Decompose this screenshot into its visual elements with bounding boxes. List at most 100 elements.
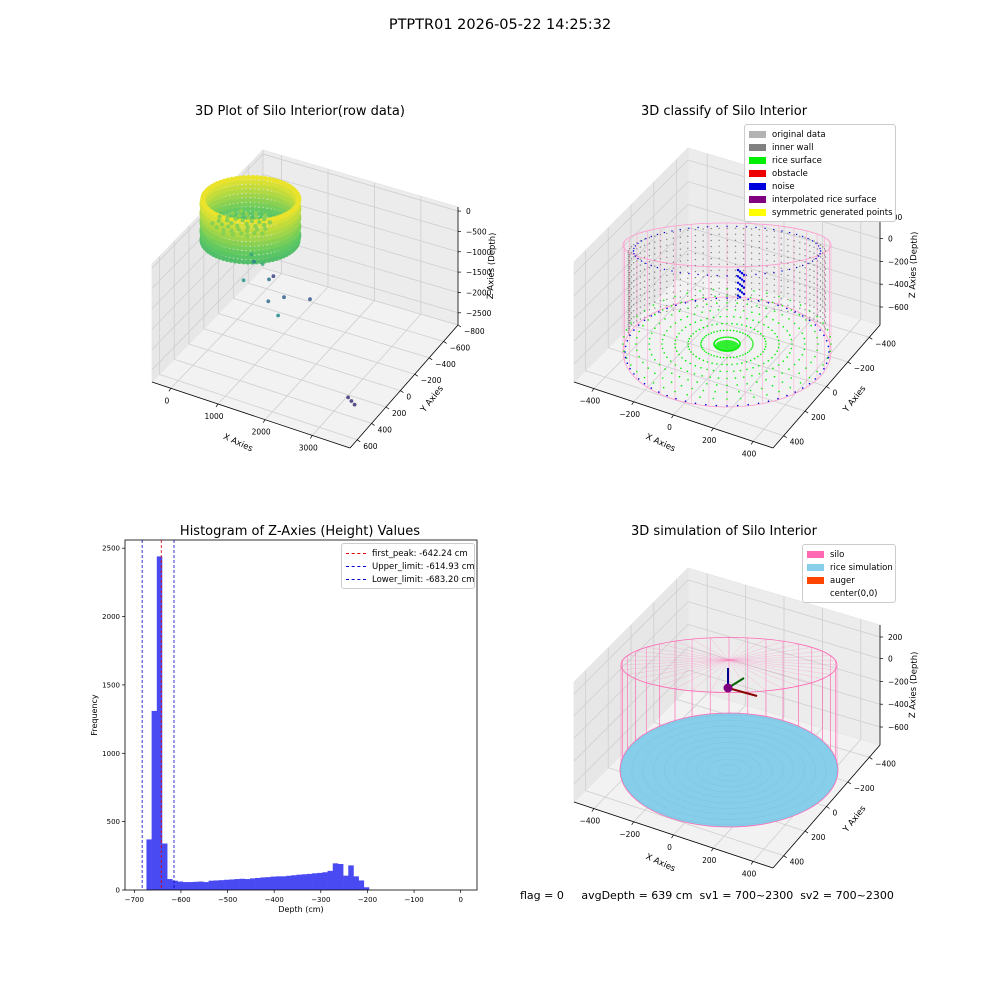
p2-wall-point [822, 324, 824, 326]
p2-rice-point [736, 330, 738, 333]
p1-cloud-point [221, 227, 226, 233]
p2-wall-point [627, 332, 630, 334]
p2-wall-point [679, 266, 682, 268]
p1-cloud-point [241, 193, 247, 199]
p2-wall-point [823, 290, 826, 292]
p2-wall-point [750, 252, 753, 254]
p2-wall-point [726, 263, 729, 265]
p2-noise-point [637, 257, 639, 260]
p2-wall-point [734, 257, 737, 259]
p2-wall-point [793, 294, 795, 296]
p2-wall-point [823, 320, 826, 322]
p2-wall-point [679, 296, 682, 298]
p2-wall-point [787, 298, 789, 301]
p2-rice-point [732, 337, 735, 339]
p2-noise-point [781, 230, 783, 232]
p1-cloud-point [237, 175, 243, 181]
p2-rice-point [733, 370, 735, 373]
p2-rice-point [706, 303, 708, 306]
p2-grid-line [687, 204, 881, 262]
p2-rice-point [719, 329, 722, 332]
p1-cloud-point [246, 201, 252, 208]
p2-wall-point [793, 240, 795, 242]
p4-legend-item: silo [807, 548, 891, 561]
p2-noise-point [795, 233, 798, 236]
p2-wall-point [734, 245, 737, 247]
p1-cloud-point [225, 214, 230, 219]
p2-wall-point [672, 267, 675, 269]
p2-rice-point [698, 357, 701, 360]
p2-wall-point [787, 286, 789, 289]
p3-x-tick-label: −500 [218, 896, 237, 904]
p2-wall-point [742, 233, 745, 236]
p4-x-tick [750, 861, 754, 865]
p2-rice-point [699, 290, 701, 292]
p2-rice-point [736, 363, 738, 365]
p2-wall-point [666, 238, 668, 241]
p2-wall-point [639, 264, 642, 266]
p2-wall-point [627, 302, 630, 304]
p2-rice-point [748, 350, 751, 352]
p2-wall-point [780, 291, 782, 293]
p2-wall-point [639, 276, 642, 278]
p2-wall-point [687, 277, 689, 279]
p2-wall-point [694, 264, 697, 267]
p1-z-tick-label: −500 [466, 227, 487, 236]
p2-wall-point [633, 280, 635, 282]
p1-cloud-point [232, 180, 238, 186]
p2-wall-point [636, 308, 638, 310]
p2-legend-label: inner wall [772, 142, 814, 153]
p2-rice-point [742, 354, 744, 356]
p2-wall-point [780, 237, 782, 239]
p2-rice-point [765, 315, 768, 318]
p1-z-tick-label: −1500 [466, 268, 492, 277]
p2-wall-point [630, 264, 633, 266]
p2-wall-point [819, 316, 822, 318]
p1-y-tick-label: 600 [363, 442, 378, 451]
p2-wall-point [823, 254, 826, 256]
p2-wall-point [636, 278, 638, 280]
p2-wall-point [816, 266, 819, 268]
p4-grid-line [687, 601, 881, 659]
p2-noise-point [823, 334, 825, 337]
p4-grid-line [573, 646, 689, 762]
p3-histogram-bar [353, 876, 359, 890]
p1-cloud-point [240, 218, 245, 223]
p2-wall-point [648, 255, 651, 257]
p2-rice-point [786, 356, 788, 359]
p2-rice-point [636, 370, 638, 373]
p2-rice-point [746, 368, 748, 371]
p2-rice-point [765, 378, 767, 381]
p2-wall-point [687, 247, 689, 249]
p2-rice-point [662, 299, 665, 302]
p1-cloud-point [249, 197, 255, 203]
p2-rice-point [739, 355, 741, 357]
p3-legend-line [346, 553, 366, 554]
p4-rice-mesh [718, 764, 740, 776]
p1-cloud-point [241, 245, 247, 251]
p2-rice-point [741, 362, 743, 364]
p2-wall-point [809, 256, 811, 259]
p2-rice-point [717, 309, 720, 311]
p1-cloud-point [258, 227, 265, 233]
p2-rice-point [674, 390, 676, 393]
p1-cloud-point [262, 180, 268, 186]
p2-rice-point [746, 303, 748, 306]
p2-wall-point [672, 243, 675, 245]
p2-rice-point [803, 348, 806, 351]
p2-wall-point [824, 286, 827, 288]
p3-histogram-bar [193, 881, 199, 890]
p2-wall-point [630, 270, 633, 272]
p2-noise-point [633, 252, 635, 255]
panel2-legend: original data inner wall rice surface obsta… [744, 124, 896, 222]
p1-y-tick-label: 400 [378, 425, 393, 434]
p2-noise-point [801, 315, 804, 317]
p2-wall-point [816, 296, 819, 298]
p3-histogram-bar [260, 877, 266, 890]
p4-grid-line [573, 624, 689, 739]
p2-rice-point [680, 367, 682, 370]
p2-legend-swatch [749, 209, 766, 216]
p2-x-tick-label: 200 [702, 436, 717, 445]
p2-rice-point [776, 336, 778, 338]
p2-rice-point [664, 318, 666, 320]
